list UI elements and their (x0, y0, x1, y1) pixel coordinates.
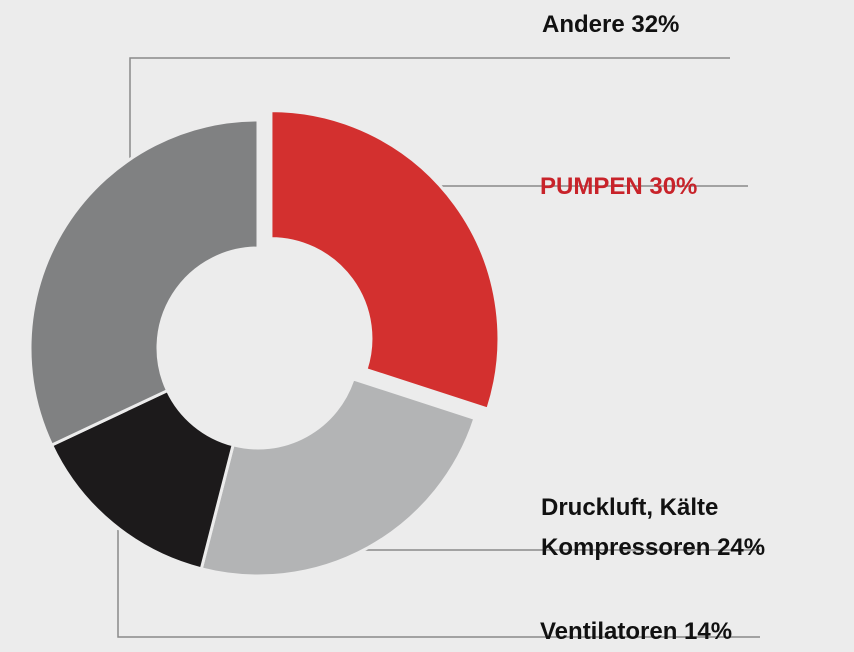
donut-slice (28, 118, 260, 448)
donut-slice (269, 109, 501, 411)
leader-line (129, 57, 730, 160)
slice-label: Druckluft, Kälte Kompressoren 24% (541, 488, 841, 568)
leader-line (117, 530, 760, 638)
category-label: Andere (542, 11, 625, 38)
value-label: 32% (631, 11, 680, 38)
value-label: 30% (649, 173, 698, 200)
category-label: Ventilatoren (540, 618, 678, 645)
donut-slice (199, 377, 477, 578)
slice-label: Andere 32% (542, 5, 842, 45)
donut-slice (49, 388, 235, 571)
slice-label: PUMPEN 30% (540, 167, 840, 207)
category-label: PUMPEN (540, 173, 643, 200)
category-label: Druckluft, Kälte Kompressoren (541, 494, 719, 561)
value-label: 24% (717, 534, 766, 561)
slice-label: Ventilatoren 14% (540, 612, 840, 652)
value-label: 14% (684, 618, 733, 645)
leader-lines (117, 57, 760, 638)
